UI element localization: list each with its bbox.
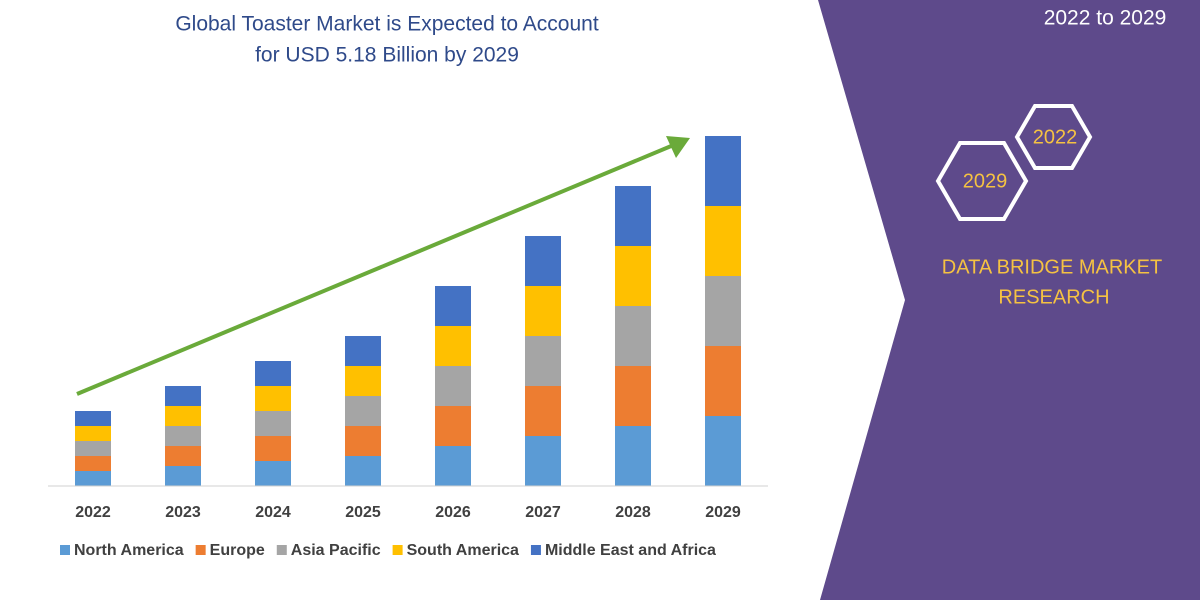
bar-segment <box>255 436 291 461</box>
x-tick-label: 2024 <box>255 504 291 521</box>
bar-segment <box>165 386 201 406</box>
x-tick-label: 2025 <box>345 504 381 521</box>
bar-segment <box>525 386 561 436</box>
legend-swatch <box>195 545 206 555</box>
bar-segment <box>255 361 291 386</box>
legend-swatch <box>530 545 541 555</box>
bar-segment <box>435 286 471 326</box>
period: 2022 to 2029 <box>1044 7 1167 30</box>
bar-segment <box>705 276 741 346</box>
bar-segment <box>75 411 111 426</box>
bar-segment <box>615 186 651 246</box>
bar-segment <box>75 456 111 471</box>
bar-segment <box>75 426 111 441</box>
bar-segment <box>345 456 381 486</box>
bar-segment <box>705 206 741 276</box>
bar-segment <box>435 366 471 406</box>
bar-segment <box>345 366 381 396</box>
legend-label: North America <box>74 542 184 559</box>
bar-segment <box>165 446 201 466</box>
badge-label: 2029 <box>963 170 1008 192</box>
legend-swatch <box>392 545 403 555</box>
legend-label: Asia Pacific <box>291 542 381 559</box>
bar-segment <box>615 426 651 486</box>
x-tick-label: 2023 <box>165 504 201 521</box>
bar-segment <box>165 406 201 426</box>
x-tick-label: 2027 <box>525 504 561 521</box>
legend-label: South America <box>407 542 519 559</box>
bar-segment <box>345 396 381 426</box>
hexagon <box>1014 104 1093 170</box>
bar-segment <box>615 246 651 306</box>
chart-title: for USD 5.18 Billion by 2029 <box>255 44 519 67</box>
legend-label: Europe <box>210 542 265 559</box>
brand: DATA BRIDGE MARKET <box>942 256 1162 278</box>
legend-label: Middle East and Africa <box>545 542 716 559</box>
bar-segment <box>705 346 741 416</box>
x-tick-label: 2026 <box>435 504 471 521</box>
x-tick-label: 2029 <box>705 504 741 521</box>
plot: 2022 2023 2024 2025 2026 2027 2028 2029 North Am… <box>48 136 768 559</box>
bar-segment <box>255 386 291 411</box>
bar-segment <box>525 436 561 486</box>
bar-segment <box>615 306 651 366</box>
bar-segment <box>435 446 471 486</box>
bar-segment <box>75 471 111 486</box>
bar-segment <box>165 426 201 446</box>
chart-title: Global Toaster Market is Expected to Acc… <box>175 13 598 36</box>
brand: RESEARCH <box>998 286 1109 308</box>
bar-segment <box>255 461 291 486</box>
bar-segment <box>435 326 471 366</box>
bar-segment <box>705 136 741 206</box>
bar-segment <box>345 426 381 456</box>
x-tick-label: 2028 <box>615 504 651 521</box>
badge-label: 2022 <box>1033 126 1078 148</box>
side-panel <box>818 0 1200 600</box>
bar-segment <box>165 466 201 486</box>
x-tick-label: 2022 <box>75 504 111 521</box>
legend-swatch <box>276 545 287 555</box>
bar-segment <box>435 406 471 446</box>
legend-swatch <box>60 545 70 555</box>
bar-segment <box>345 336 381 366</box>
bar-segment <box>705 416 741 486</box>
bar-segment <box>615 366 651 426</box>
hexagon <box>935 141 1029 221</box>
bar-segment <box>255 411 291 436</box>
arrow-head <box>666 136 690 158</box>
bar-segment <box>525 236 561 286</box>
bar-segment <box>525 286 561 336</box>
bar-segment <box>75 441 111 456</box>
trend-arrow <box>76 142 677 396</box>
bar-segment <box>525 336 561 386</box>
